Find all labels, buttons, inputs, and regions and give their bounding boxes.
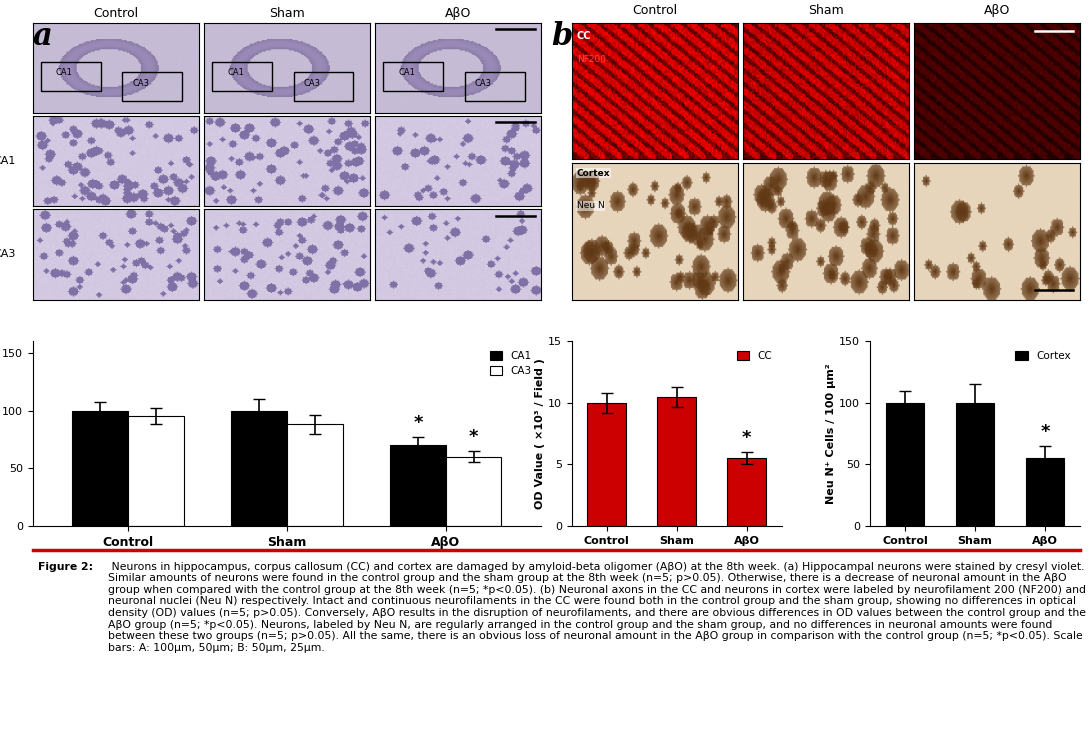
- Bar: [587, 403, 626, 526]
- Bar: [128, 416, 183, 526]
- Bar: [886, 403, 924, 526]
- Bar: [1026, 458, 1065, 526]
- Text: CA1: CA1: [56, 68, 73, 77]
- Bar: [287, 424, 343, 526]
- Text: AβO: AβO: [445, 8, 471, 20]
- Legend: CA1, CA3: CA1, CA3: [485, 347, 536, 381]
- Y-axis label: OD Value ( ×10³ / Field ): OD Value ( ×10³ / Field ): [536, 358, 546, 509]
- Bar: [41, 62, 100, 91]
- Bar: [658, 396, 696, 526]
- Bar: [231, 411, 287, 526]
- Text: Neurons in hippocampus, corpus callosum (CC) and cortex are damaged by amyloid-b: Neurons in hippocampus, corpus callosum …: [108, 562, 1087, 653]
- Bar: [391, 445, 446, 526]
- Text: Control: Control: [93, 8, 139, 20]
- Bar: [728, 458, 766, 526]
- Text: Figure 2:: Figure 2:: [38, 562, 93, 572]
- Legend: Cortex: Cortex: [1011, 347, 1075, 365]
- Text: a: a: [33, 21, 52, 52]
- Text: *: *: [742, 429, 752, 447]
- Bar: [72, 411, 128, 526]
- Text: CA3: CA3: [132, 79, 149, 88]
- Text: Sham: Sham: [808, 5, 843, 17]
- Text: Control: Control: [632, 5, 678, 17]
- Y-axis label: CA1: CA1: [0, 156, 16, 166]
- Text: CC: CC: [577, 31, 591, 41]
- Text: *: *: [413, 414, 423, 433]
- Text: Sham: Sham: [269, 8, 304, 20]
- Bar: [956, 403, 994, 526]
- Text: Cortex: Cortex: [577, 168, 610, 177]
- Text: *: *: [469, 428, 478, 446]
- Text: CA3: CA3: [475, 79, 492, 88]
- Text: Neu N: Neu N: [577, 202, 604, 211]
- Text: b: b: [551, 21, 573, 52]
- Bar: [446, 457, 502, 526]
- Bar: [465, 72, 525, 100]
- Legend: CC: CC: [733, 347, 777, 365]
- Bar: [212, 62, 272, 91]
- Bar: [122, 72, 182, 100]
- Text: NF200: NF200: [577, 55, 606, 64]
- Text: CA1: CA1: [227, 68, 244, 77]
- Text: AβO: AβO: [984, 5, 1010, 17]
- Text: CA3: CA3: [303, 79, 321, 88]
- Bar: [383, 62, 443, 91]
- Y-axis label: CA3: CA3: [0, 249, 16, 260]
- Text: *: *: [1041, 423, 1050, 441]
- Y-axis label: Neu N⁺ Cells / 100 μm²: Neu N⁺ Cells / 100 μm²: [827, 363, 837, 504]
- Text: CA1: CA1: [398, 68, 416, 77]
- Bar: [293, 72, 353, 100]
